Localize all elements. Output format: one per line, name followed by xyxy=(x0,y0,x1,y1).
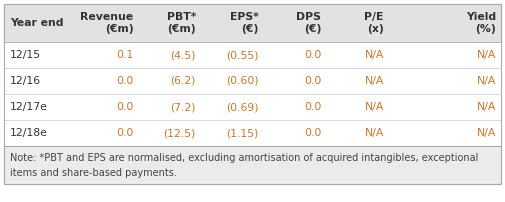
Text: N/A: N/A xyxy=(477,50,496,60)
Bar xyxy=(4,120,501,146)
Text: 0.0: 0.0 xyxy=(304,50,321,60)
Bar xyxy=(4,68,501,94)
Text: (0.69): (0.69) xyxy=(226,102,259,112)
Text: Revenue
(€m): Revenue (€m) xyxy=(80,12,133,34)
Text: EPS*
(€): EPS* (€) xyxy=(230,12,259,34)
Bar xyxy=(4,146,501,184)
Text: N/A: N/A xyxy=(365,76,384,86)
Text: (12.5): (12.5) xyxy=(164,128,196,138)
Text: 0.1: 0.1 xyxy=(116,50,133,60)
Text: N/A: N/A xyxy=(365,50,384,60)
Text: 0.0: 0.0 xyxy=(304,76,321,86)
Text: Year end: Year end xyxy=(10,18,64,28)
Text: N/A: N/A xyxy=(477,102,496,112)
Bar xyxy=(4,94,501,120)
Text: N/A: N/A xyxy=(365,128,384,138)
Text: PBT*
(€m): PBT* (€m) xyxy=(167,12,196,34)
Text: items and share-based payments.: items and share-based payments. xyxy=(10,168,177,178)
Text: 12/17e: 12/17e xyxy=(10,102,48,112)
Text: (1.15): (1.15) xyxy=(226,128,259,138)
Text: (7.2): (7.2) xyxy=(171,102,196,112)
Text: 0.0: 0.0 xyxy=(304,128,321,138)
Text: (6.2): (6.2) xyxy=(171,76,196,86)
Text: (0.55): (0.55) xyxy=(226,50,259,60)
Text: (4.5): (4.5) xyxy=(171,50,196,60)
Text: N/A: N/A xyxy=(477,76,496,86)
Bar xyxy=(4,4,501,184)
Bar xyxy=(4,4,501,42)
Text: (0.60): (0.60) xyxy=(226,76,259,86)
Text: N/A: N/A xyxy=(477,128,496,138)
Text: 0.0: 0.0 xyxy=(116,102,133,112)
Text: DPS
(€): DPS (€) xyxy=(296,12,321,34)
Bar xyxy=(4,42,501,68)
Text: 12/16: 12/16 xyxy=(10,76,41,86)
Text: 0.0: 0.0 xyxy=(116,76,133,86)
Text: 12/15: 12/15 xyxy=(10,50,41,60)
Text: 12/18e: 12/18e xyxy=(10,128,48,138)
Text: Yield
(%): Yield (%) xyxy=(466,12,496,34)
Text: 0.0: 0.0 xyxy=(304,102,321,112)
Text: 0.0: 0.0 xyxy=(116,128,133,138)
Text: Note: *PBT and EPS are normalised, excluding amortisation of acquired intangible: Note: *PBT and EPS are normalised, exclu… xyxy=(10,153,478,163)
Text: N/A: N/A xyxy=(365,102,384,112)
Text: P/E
(x): P/E (x) xyxy=(365,12,384,34)
